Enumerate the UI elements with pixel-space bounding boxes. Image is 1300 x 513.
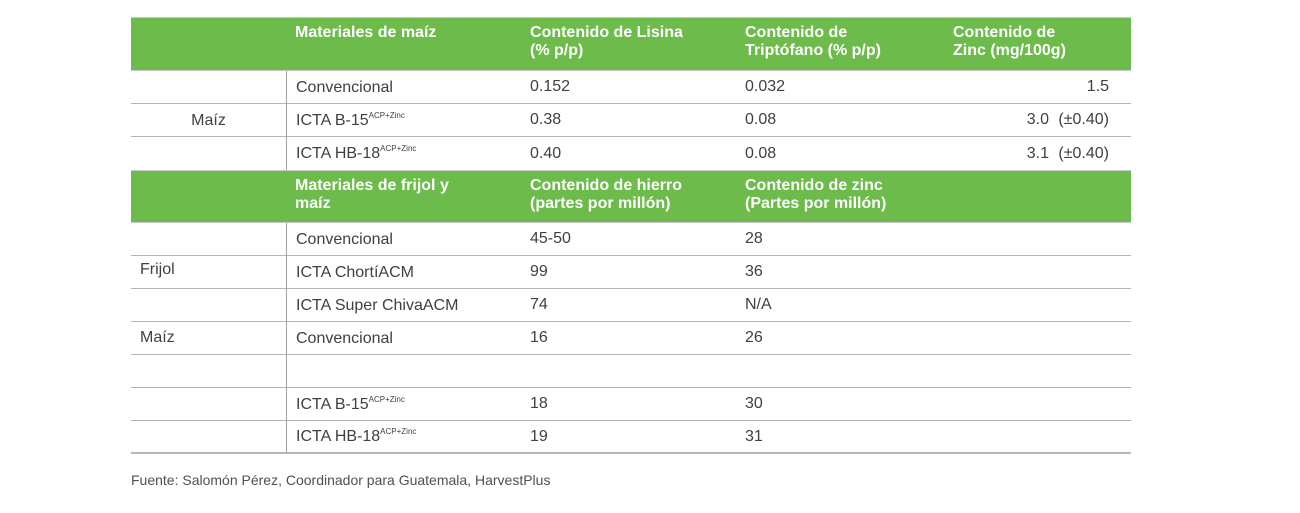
table-row: ICTA B-15ACP+Zinc 18 30 [131, 387, 1131, 421]
header-zinc-ppm: Contenido de zinc (Partes por millón) [745, 177, 887, 212]
nutrient-table: Materiales de maíz Contenido de Lisina (%… [131, 17, 1131, 454]
header-materiales-maiz: Materiales de maíz [295, 24, 437, 41]
header-lisina: Contenido de Lisina (% p/p) [530, 24, 683, 59]
header-triptofano: Contenido de Triptófano (% p/p) [745, 24, 881, 59]
table-row: Frijol ICTA ChortíACM 99 36 [131, 255, 1131, 290]
source-caption: Fuente: Salomón Pérez, Coordinador para … [131, 472, 551, 488]
table-row: Convencional 45-50 28 [131, 222, 1131, 257]
group-label-maiz-2: Maíz [140, 329, 175, 346]
table2-body: Convencional 45-50 28 Frijol ICTA Chortí… [131, 222, 1131, 454]
group-label-maiz: Maíz [191, 112, 226, 129]
header-hierro: Contenido de hierro (partes por millón) [530, 177, 682, 212]
table-row: ICTA Super ChivaACM 74 N/A [131, 288, 1131, 322]
table-row: ICTA HB-18ACP+Zinc 19 31 [131, 420, 1131, 454]
header-materiales-frijol-maiz: Materiales de frijol y maíz [295, 177, 449, 212]
table-row: Maíz Convencional 16 26 [131, 321, 1131, 355]
table-row: Convencional 0.152 0.032 1.5 [131, 70, 1131, 105]
header-zinc: Contenido de Zinc (mg/100g) [953, 24, 1066, 59]
table2-header: Materiales de frijol y maíz Contenido de … [131, 170, 1131, 223]
table-row-empty [131, 354, 1131, 388]
table-row: ICTA B-15ACP+Zinc 0.38 0.08 3.0 (±0.40) [131, 103, 1131, 138]
table1-body: Maíz Convencional 0.152 0.032 1.5 ICTA B… [131, 70, 1131, 170]
table-row: ICTA HB-18ACP+Zinc 0.40 0.08 3.1 (±0.40) [131, 137, 1131, 170]
table1-header: Materiales de maíz Contenido de Lisina (%… [131, 17, 1131, 71]
group-label-frijol: Frijol [131, 256, 286, 290]
